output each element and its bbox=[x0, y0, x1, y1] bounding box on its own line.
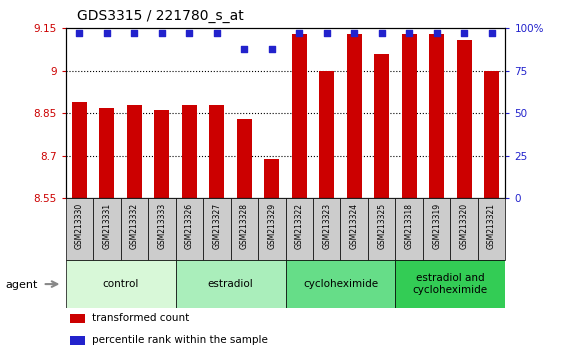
Text: GSM213331: GSM213331 bbox=[102, 203, 111, 249]
Bar bbox=[154, 110, 170, 198]
FancyBboxPatch shape bbox=[66, 198, 93, 260]
Point bbox=[487, 30, 496, 36]
FancyBboxPatch shape bbox=[451, 198, 478, 260]
Point bbox=[432, 30, 441, 36]
Point bbox=[75, 30, 84, 36]
FancyBboxPatch shape bbox=[258, 198, 286, 260]
Text: GDS3315 / 221780_s_at: GDS3315 / 221780_s_at bbox=[77, 9, 244, 23]
Text: GSM213321: GSM213321 bbox=[487, 203, 496, 249]
FancyBboxPatch shape bbox=[66, 260, 176, 308]
FancyBboxPatch shape bbox=[176, 260, 286, 308]
FancyBboxPatch shape bbox=[395, 260, 505, 308]
Text: GSM213324: GSM213324 bbox=[349, 203, 359, 249]
Point bbox=[185, 30, 194, 36]
FancyBboxPatch shape bbox=[231, 198, 258, 260]
Bar bbox=[209, 105, 224, 198]
Bar bbox=[347, 34, 362, 198]
Point bbox=[157, 30, 166, 36]
Text: control: control bbox=[102, 279, 139, 289]
Bar bbox=[72, 102, 87, 198]
Point bbox=[349, 30, 359, 36]
Bar bbox=[319, 71, 334, 198]
Point bbox=[295, 30, 304, 36]
Text: GSM213329: GSM213329 bbox=[267, 203, 276, 249]
Text: GSM213332: GSM213332 bbox=[130, 203, 139, 249]
Point bbox=[130, 30, 139, 36]
Text: cycloheximide: cycloheximide bbox=[303, 279, 378, 289]
FancyBboxPatch shape bbox=[286, 198, 313, 260]
Text: GSM213323: GSM213323 bbox=[322, 203, 331, 249]
Point bbox=[460, 30, 469, 36]
Text: GSM213330: GSM213330 bbox=[75, 203, 84, 250]
FancyBboxPatch shape bbox=[120, 198, 148, 260]
Text: GSM213333: GSM213333 bbox=[158, 203, 166, 250]
Bar bbox=[70, 314, 86, 323]
Bar bbox=[99, 108, 114, 198]
FancyBboxPatch shape bbox=[93, 198, 120, 260]
Bar bbox=[264, 159, 279, 198]
FancyBboxPatch shape bbox=[368, 198, 395, 260]
Point bbox=[267, 46, 276, 52]
Text: GSM213327: GSM213327 bbox=[212, 203, 222, 249]
Bar bbox=[457, 40, 472, 198]
FancyBboxPatch shape bbox=[478, 198, 505, 260]
Bar bbox=[429, 34, 444, 198]
FancyBboxPatch shape bbox=[340, 198, 368, 260]
FancyBboxPatch shape bbox=[148, 198, 176, 260]
Text: GSM213318: GSM213318 bbox=[405, 203, 413, 249]
Bar bbox=[374, 54, 389, 198]
Point bbox=[102, 30, 111, 36]
Point bbox=[212, 30, 222, 36]
Bar bbox=[70, 336, 86, 345]
Text: GSM213319: GSM213319 bbox=[432, 203, 441, 249]
Bar bbox=[401, 34, 417, 198]
Bar bbox=[237, 119, 252, 198]
Bar bbox=[127, 105, 142, 198]
Text: GSM213328: GSM213328 bbox=[240, 203, 249, 249]
Bar bbox=[182, 105, 197, 198]
Bar bbox=[292, 34, 307, 198]
Text: percentile rank within the sample: percentile rank within the sample bbox=[92, 335, 268, 345]
Text: GSM213325: GSM213325 bbox=[377, 203, 386, 249]
Text: estradiol and
cycloheximide: estradiol and cycloheximide bbox=[413, 273, 488, 295]
Text: GSM213322: GSM213322 bbox=[295, 203, 304, 249]
FancyBboxPatch shape bbox=[176, 198, 203, 260]
Text: GSM213326: GSM213326 bbox=[185, 203, 194, 249]
Point bbox=[377, 30, 386, 36]
FancyBboxPatch shape bbox=[423, 198, 451, 260]
FancyBboxPatch shape bbox=[313, 198, 340, 260]
Point bbox=[240, 46, 249, 52]
Text: estradiol: estradiol bbox=[208, 279, 254, 289]
Text: agent: agent bbox=[6, 280, 38, 290]
FancyBboxPatch shape bbox=[203, 198, 231, 260]
FancyBboxPatch shape bbox=[395, 198, 423, 260]
Point bbox=[405, 30, 414, 36]
Text: transformed count: transformed count bbox=[92, 313, 190, 323]
Text: GSM213320: GSM213320 bbox=[460, 203, 469, 249]
Bar bbox=[484, 71, 499, 198]
Point bbox=[322, 30, 331, 36]
FancyBboxPatch shape bbox=[286, 260, 395, 308]
